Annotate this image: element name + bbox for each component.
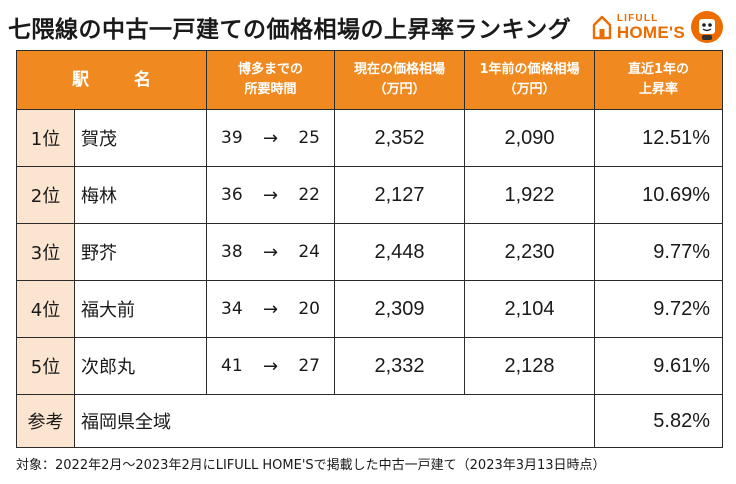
travel-time-cell: 34 → 20 <box>206 280 335 338</box>
increase-rate-cell: 9.72% <box>594 280 723 338</box>
arrow-right-icon: → <box>262 355 279 377</box>
previous-price-cell: 2,090 <box>464 109 595 167</box>
table-row: 1位 賀茂 39 → 25 2,352 2,090 12.51% <box>16 109 723 167</box>
table-header-row: 駅 名 博多までの 所要時間 現在の価格相場 （万円） 1年前の価格相場 （万円… <box>16 50 723 110</box>
current-price-cell: 2,332 <box>334 337 465 395</box>
station-cell: 梅林 <box>74 166 207 224</box>
time-before: 36 <box>221 185 243 205</box>
lifull-homes-logo[interactable]: LIFULL HOME'S <box>592 9 724 45</box>
footnote: 対象：2022年2月～2023年2月にLIFULL HOME'Sで掲載した中古一… <box>16 458 606 473</box>
station-cell: 野芥 <box>74 223 207 281</box>
header-rate-line2: 上昇率 <box>638 82 678 97</box>
header-previous-price: 1年前の価格相場 （万円） <box>464 50 595 110</box>
station-cell: 福大前 <box>74 280 207 338</box>
header-current-line2: （万円） <box>373 82 426 97</box>
time-before: 34 <box>221 299 243 319</box>
travel-time-cell: 38 → 24 <box>206 223 335 281</box>
header-rate-line1: 直近1年の <box>627 62 690 77</box>
table-row: 5位 次郎丸 41 → 27 2,332 2,128 9.61% <box>16 337 723 395</box>
ranking-table: 駅 名 博多までの 所要時間 現在の価格相場 （万円） 1年前の価格相場 （万円… <box>16 50 723 448</box>
rank-cell: 3位 <box>16 223 75 281</box>
header-travel-time: 博多までの 所要時間 <box>206 50 335 110</box>
station-cell: 次郎丸 <box>74 337 207 395</box>
rank-cell: 2位 <box>16 166 75 224</box>
previous-price-cell: 2,128 <box>464 337 595 395</box>
header-current-line1: 現在の価格相場 <box>353 62 445 77</box>
page-title: 七隈線の中古一戸建ての価格相場の上昇率ランキング <box>8 17 572 43</box>
previous-price-cell: 1,922 <box>464 166 595 224</box>
time-after: 27 <box>298 356 320 376</box>
time-before: 39 <box>221 128 243 148</box>
arrow-right-icon: → <box>262 184 279 206</box>
table-row: 2位 梅林 36 → 22 2,127 1,922 10.69% <box>16 166 723 224</box>
logo-wordmark: LIFULL HOME'S <box>616 12 685 42</box>
header-travel-line1: 博多までの <box>237 62 303 77</box>
rank-cell: 1位 <box>16 109 75 167</box>
station-cell: 賀茂 <box>74 109 207 167</box>
rank-cell: 4位 <box>16 280 75 338</box>
time-before: 38 <box>221 242 243 262</box>
header-prev-line1: 1年前の価格相場 <box>479 62 580 77</box>
reference-rate-cell: 5.82% <box>594 394 723 448</box>
table-row: 3位 野芥 38 → 24 2,448 2,230 9.77% <box>16 223 723 281</box>
arrow-right-icon: → <box>262 298 279 320</box>
travel-time-cell: 36 → 22 <box>206 166 335 224</box>
logo-line1: LIFULL <box>616 12 659 24</box>
previous-price-cell: 2,230 <box>464 223 595 281</box>
arrow-right-icon: → <box>262 127 279 149</box>
previous-price-cell: 2,104 <box>464 280 595 338</box>
header-current-price: 現在の価格相場 （万円） <box>334 50 465 110</box>
reference-row: 参考 福岡県全域 5.82% <box>16 394 723 448</box>
logo-line2: HOME'S <box>616 22 685 42</box>
current-price-cell: 2,352 <box>334 109 465 167</box>
increase-rate-cell: 9.77% <box>594 223 723 281</box>
time-after: 22 <box>298 185 320 205</box>
time-after: 20 <box>298 299 320 319</box>
time-after: 24 <box>298 242 320 262</box>
reference-label-cell: 参考 <box>16 394 75 448</box>
header-station: 駅 名 <box>16 50 207 110</box>
increase-rate-cell: 12.51% <box>594 109 723 167</box>
current-price-cell: 2,448 <box>334 223 465 281</box>
travel-time-cell: 41 → 27 <box>206 337 335 395</box>
header-prev-line2: （万円） <box>503 82 556 97</box>
header-travel-line2: 所要時間 <box>244 82 297 97</box>
header-increase-rate: 直近1年の 上昇率 <box>594 50 723 110</box>
travel-time-cell: 39 → 25 <box>206 109 335 167</box>
increase-rate-cell: 9.61% <box>594 337 723 395</box>
increase-rate-cell: 10.69% <box>594 166 723 224</box>
current-price-cell: 2,309 <box>334 280 465 338</box>
house-icon <box>592 15 612 40</box>
arrow-right-icon: → <box>262 241 279 263</box>
rank-cell: 5位 <box>16 337 75 395</box>
time-before: 41 <box>221 356 243 376</box>
reference-area-cell: 福岡県全域 <box>74 394 595 448</box>
time-after: 25 <box>298 128 320 148</box>
mascot-icon <box>691 11 723 43</box>
current-price-cell: 2,127 <box>334 166 465 224</box>
table-row: 4位 福大前 34 → 20 2,309 2,104 9.72% <box>16 280 723 338</box>
